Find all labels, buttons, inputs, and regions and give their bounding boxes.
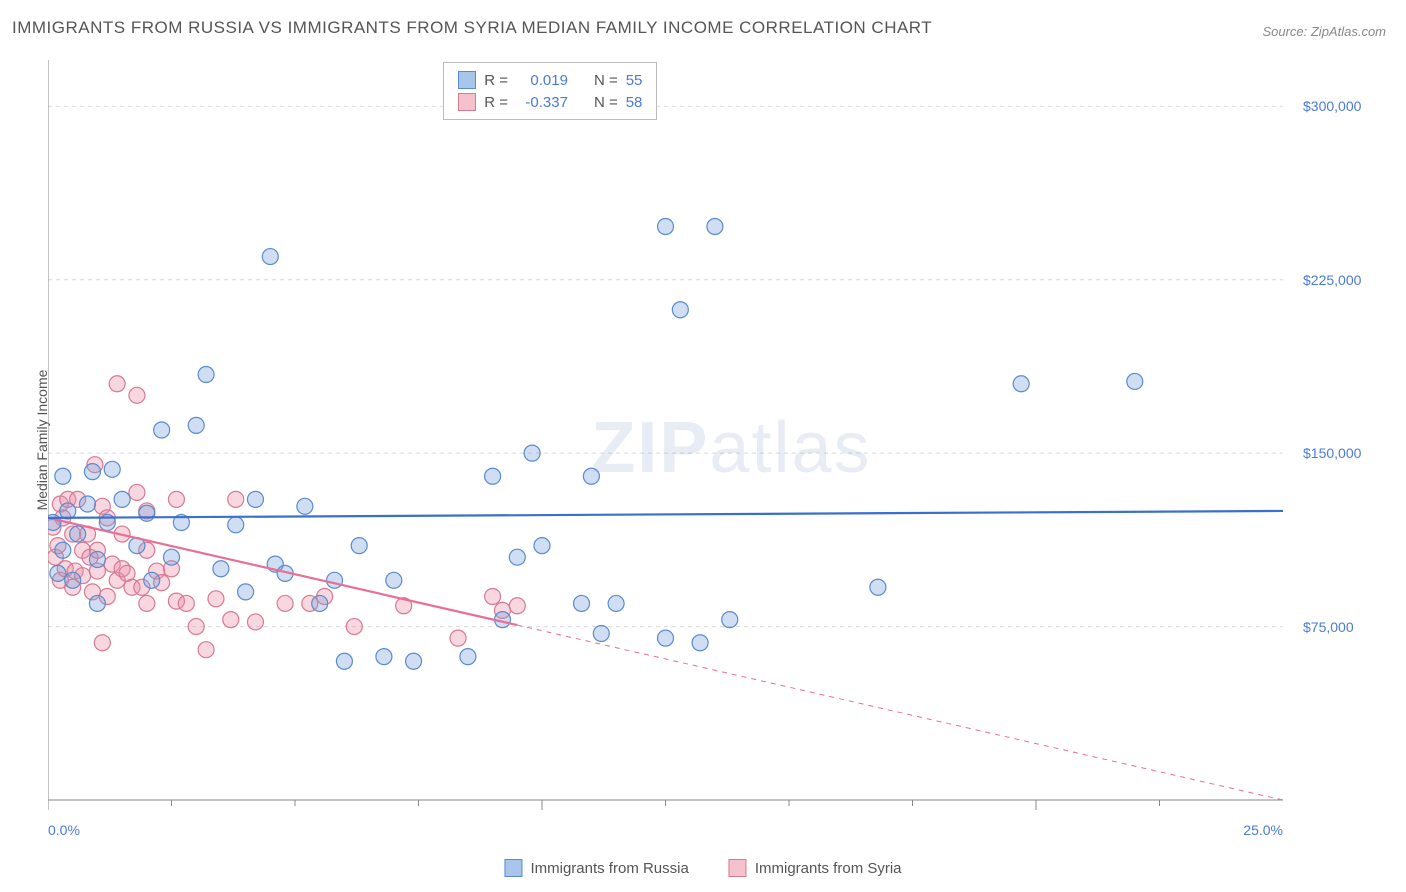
legend-item: Immigrants from Russia (504, 859, 688, 877)
n-label: N = (594, 72, 618, 89)
legend-label: Immigrants from Syria (755, 860, 902, 877)
y-tick-label: $300,000 (1303, 98, 1361, 114)
swatch-icon (458, 71, 476, 89)
legend-item: Immigrants from Syria (729, 859, 902, 877)
stats-box: R = 0.019 N = 55 R = -0.337 N = 58 (443, 62, 657, 120)
y-tick-label: $150,000 (1303, 445, 1361, 461)
page-title: IMMIGRANTS FROM RUSSIA VS IMMIGRANTS FRO… (12, 18, 932, 38)
x-tick-label: 0.0% (48, 822, 80, 838)
swatch-icon (458, 93, 476, 111)
swatch-icon (504, 859, 522, 877)
chart-container: Median Family Income ZIPatlas R = 0.019 … (48, 60, 1388, 820)
swatch-icon (729, 859, 747, 877)
y-tick-label: $225,000 (1303, 272, 1361, 288)
x-tick-label: 25.0% (1243, 822, 1283, 838)
stats-row: R = 0.019 N = 55 (458, 69, 642, 91)
legend-label: Immigrants from Russia (530, 860, 688, 877)
n-value: 55 (626, 72, 643, 89)
stats-row: R = -0.337 N = 58 (458, 91, 642, 113)
source-label: Source: ZipAtlas.com (1262, 24, 1386, 39)
r-label: R = (484, 94, 508, 111)
r-value: 0.019 (516, 72, 568, 89)
y-tick-label: $75,000 (1303, 619, 1354, 635)
bottom-legend: Immigrants from Russia Immigrants from S… (504, 859, 901, 877)
n-value: 58 (626, 94, 643, 111)
r-value: -0.337 (516, 94, 568, 111)
scatter-plot (48, 60, 1388, 820)
n-label: N = (594, 94, 618, 111)
r-label: R = (484, 72, 508, 89)
